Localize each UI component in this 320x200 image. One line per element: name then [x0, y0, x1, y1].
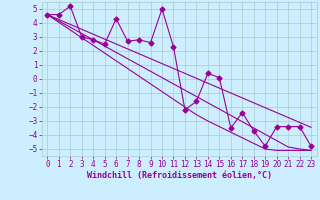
X-axis label: Windchill (Refroidissement éolien,°C): Windchill (Refroidissement éolien,°C) — [87, 171, 272, 180]
